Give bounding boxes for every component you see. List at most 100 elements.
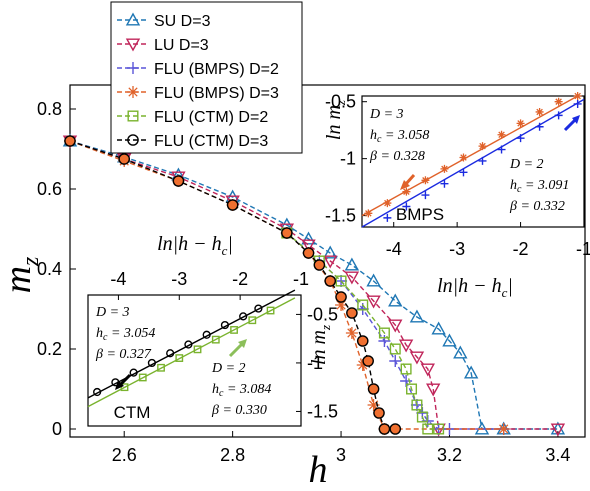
bmps-d2-arrow bbox=[563, 118, 577, 132]
inset-bmps-y-label: ln mz bbox=[323, 100, 348, 140]
inset-y-tick-label: -1.5 bbox=[307, 401, 338, 421]
main-data-point bbox=[367, 383, 380, 395]
inset-x-tick-label: -4 bbox=[110, 269, 126, 289]
svg-text:D = 2: D = 2 bbox=[509, 157, 544, 172]
main-data-point bbox=[442, 333, 457, 347]
ctm-d2-arrow-head bbox=[238, 339, 247, 348]
legend-label: LU D=3 bbox=[154, 37, 209, 54]
inset-data-point bbox=[93, 387, 102, 397]
main-data-point bbox=[362, 355, 374, 367]
main-data-point bbox=[389, 355, 402, 367]
bmps-d3-arrow-head bbox=[400, 180, 410, 190]
inset-data-point bbox=[230, 326, 238, 334]
inset-data-point bbox=[516, 134, 525, 143]
inset-y-tick-label: -0.5 bbox=[325, 92, 356, 112]
legend-frame bbox=[110, 1, 303, 154]
inset-bmps-ticks: -4 -3 -2 -1 -0.5 -1 -1.5 bbox=[325, 92, 590, 259]
main-data-point bbox=[373, 407, 385, 419]
inset-x-tick-label: -2 bbox=[513, 239, 529, 259]
main-data-point bbox=[378, 423, 391, 435]
main-data-point bbox=[463, 365, 479, 379]
inset-data-point bbox=[440, 179, 449, 188]
main-series bbox=[62, 133, 566, 437]
inset-x-tick-label: -3 bbox=[171, 269, 187, 289]
main-data-point bbox=[357, 299, 369, 311]
svg-text:β = 0.327: β = 0.327 bbox=[95, 347, 152, 362]
inset-data-point bbox=[497, 145, 506, 154]
svg-text:hc = 3.084: hc = 3.084 bbox=[212, 382, 271, 399]
main-data-point bbox=[345, 327, 358, 339]
inset-data-point bbox=[147, 358, 157, 368]
main-series-line bbox=[286, 232, 439, 430]
svg-text:D = 3: D = 3 bbox=[95, 305, 130, 320]
main-data-point bbox=[302, 247, 315, 259]
inset-data-point bbox=[459, 153, 468, 162]
inset-x-tick-label: -4 bbox=[386, 239, 402, 259]
inset-x-tick-label: -3 bbox=[449, 239, 465, 259]
legend-marker bbox=[127, 86, 139, 98]
main-data-point bbox=[420, 363, 435, 377]
main-data-point bbox=[378, 335, 391, 347]
main-data-point bbox=[389, 343, 401, 355]
main-data-point bbox=[313, 259, 326, 271]
svg-text:hc = 3.058: hc = 3.058 bbox=[370, 128, 429, 145]
main-data-point bbox=[388, 293, 403, 307]
inset-data-point bbox=[535, 122, 544, 131]
inset-data-point bbox=[129, 368, 138, 377]
main-data-point bbox=[366, 273, 381, 287]
inset-data-point bbox=[497, 130, 506, 139]
inset-data-point bbox=[239, 312, 248, 321]
main-data-point bbox=[389, 423, 402, 435]
legend-label: FLU (BMPS) D=2 bbox=[154, 61, 279, 78]
inset-data-point bbox=[402, 202, 411, 211]
main-data-point bbox=[431, 321, 446, 335]
main-data-point bbox=[378, 327, 390, 339]
svg-text:D = 2: D = 2 bbox=[211, 361, 246, 376]
inset-data-point bbox=[516, 119, 525, 128]
legend-marker bbox=[125, 12, 141, 26]
main-axes-frame bbox=[69, 84, 586, 438]
inset-data-point bbox=[254, 304, 263, 313]
bmps-annotation-d2: D = 2 hc = 3.091 β = 0.332 bbox=[509, 157, 569, 214]
inset-data-point bbox=[248, 316, 257, 325]
inset-x-tick-label: -1 bbox=[293, 269, 309, 289]
inset-y-tick-label: -0.5 bbox=[307, 304, 338, 324]
inset-data-point bbox=[402, 187, 411, 196]
inset-y-tick-label: -1 bbox=[340, 149, 356, 169]
main-series-line bbox=[69, 140, 396, 430]
main-data-point bbox=[335, 275, 347, 287]
inset-data-point bbox=[166, 349, 175, 358]
inset-fit-line bbox=[361, 95, 578, 217]
main-data-point bbox=[409, 351, 425, 365]
inset-y-tick-label: -1.5 bbox=[325, 206, 356, 226]
main-series-line bbox=[69, 140, 558, 430]
inset-ctm-ticks: -4 -3 -2 -1 -0.5 -1 -1.5 bbox=[110, 269, 338, 421]
inset-data-point bbox=[535, 107, 544, 116]
main-data-point bbox=[118, 153, 131, 165]
main-data-point bbox=[301, 239, 316, 253]
inset-bmps-x-label: ln|h − hc| bbox=[437, 275, 513, 300]
inset-data-point bbox=[459, 168, 468, 177]
main-data-point bbox=[226, 199, 239, 211]
main-data-point bbox=[400, 363, 412, 375]
inset-data-point bbox=[573, 99, 582, 108]
main-data-point bbox=[411, 399, 423, 411]
main-data-point bbox=[323, 245, 338, 259]
inset-data-point bbox=[202, 330, 211, 339]
svg-text:hc = 3.091: hc = 3.091 bbox=[510, 178, 569, 195]
svg-text:hc = 3.054: hc = 3.054 bbox=[96, 326, 155, 343]
inset-data-point bbox=[383, 199, 392, 208]
ctm-d3-arrow-head bbox=[115, 380, 124, 390]
inset-data-point bbox=[421, 191, 430, 200]
main-data-point bbox=[64, 135, 76, 147]
ctm-d2-arrow bbox=[228, 342, 244, 358]
inset-ctm-frame bbox=[87, 294, 302, 427]
legend-label: FLU (BMPS) D=3 bbox=[154, 85, 279, 102]
main-data-point bbox=[398, 339, 414, 353]
ctm-annotation-d2: D = 2 hc = 3.084 β = 0.330 bbox=[211, 361, 271, 418]
main-y-tick-label: 0.6 bbox=[37, 179, 62, 199]
main-data-point bbox=[422, 423, 434, 435]
inset-bmps-title: BMPS bbox=[396, 205, 444, 224]
main-data-point bbox=[366, 295, 381, 309]
